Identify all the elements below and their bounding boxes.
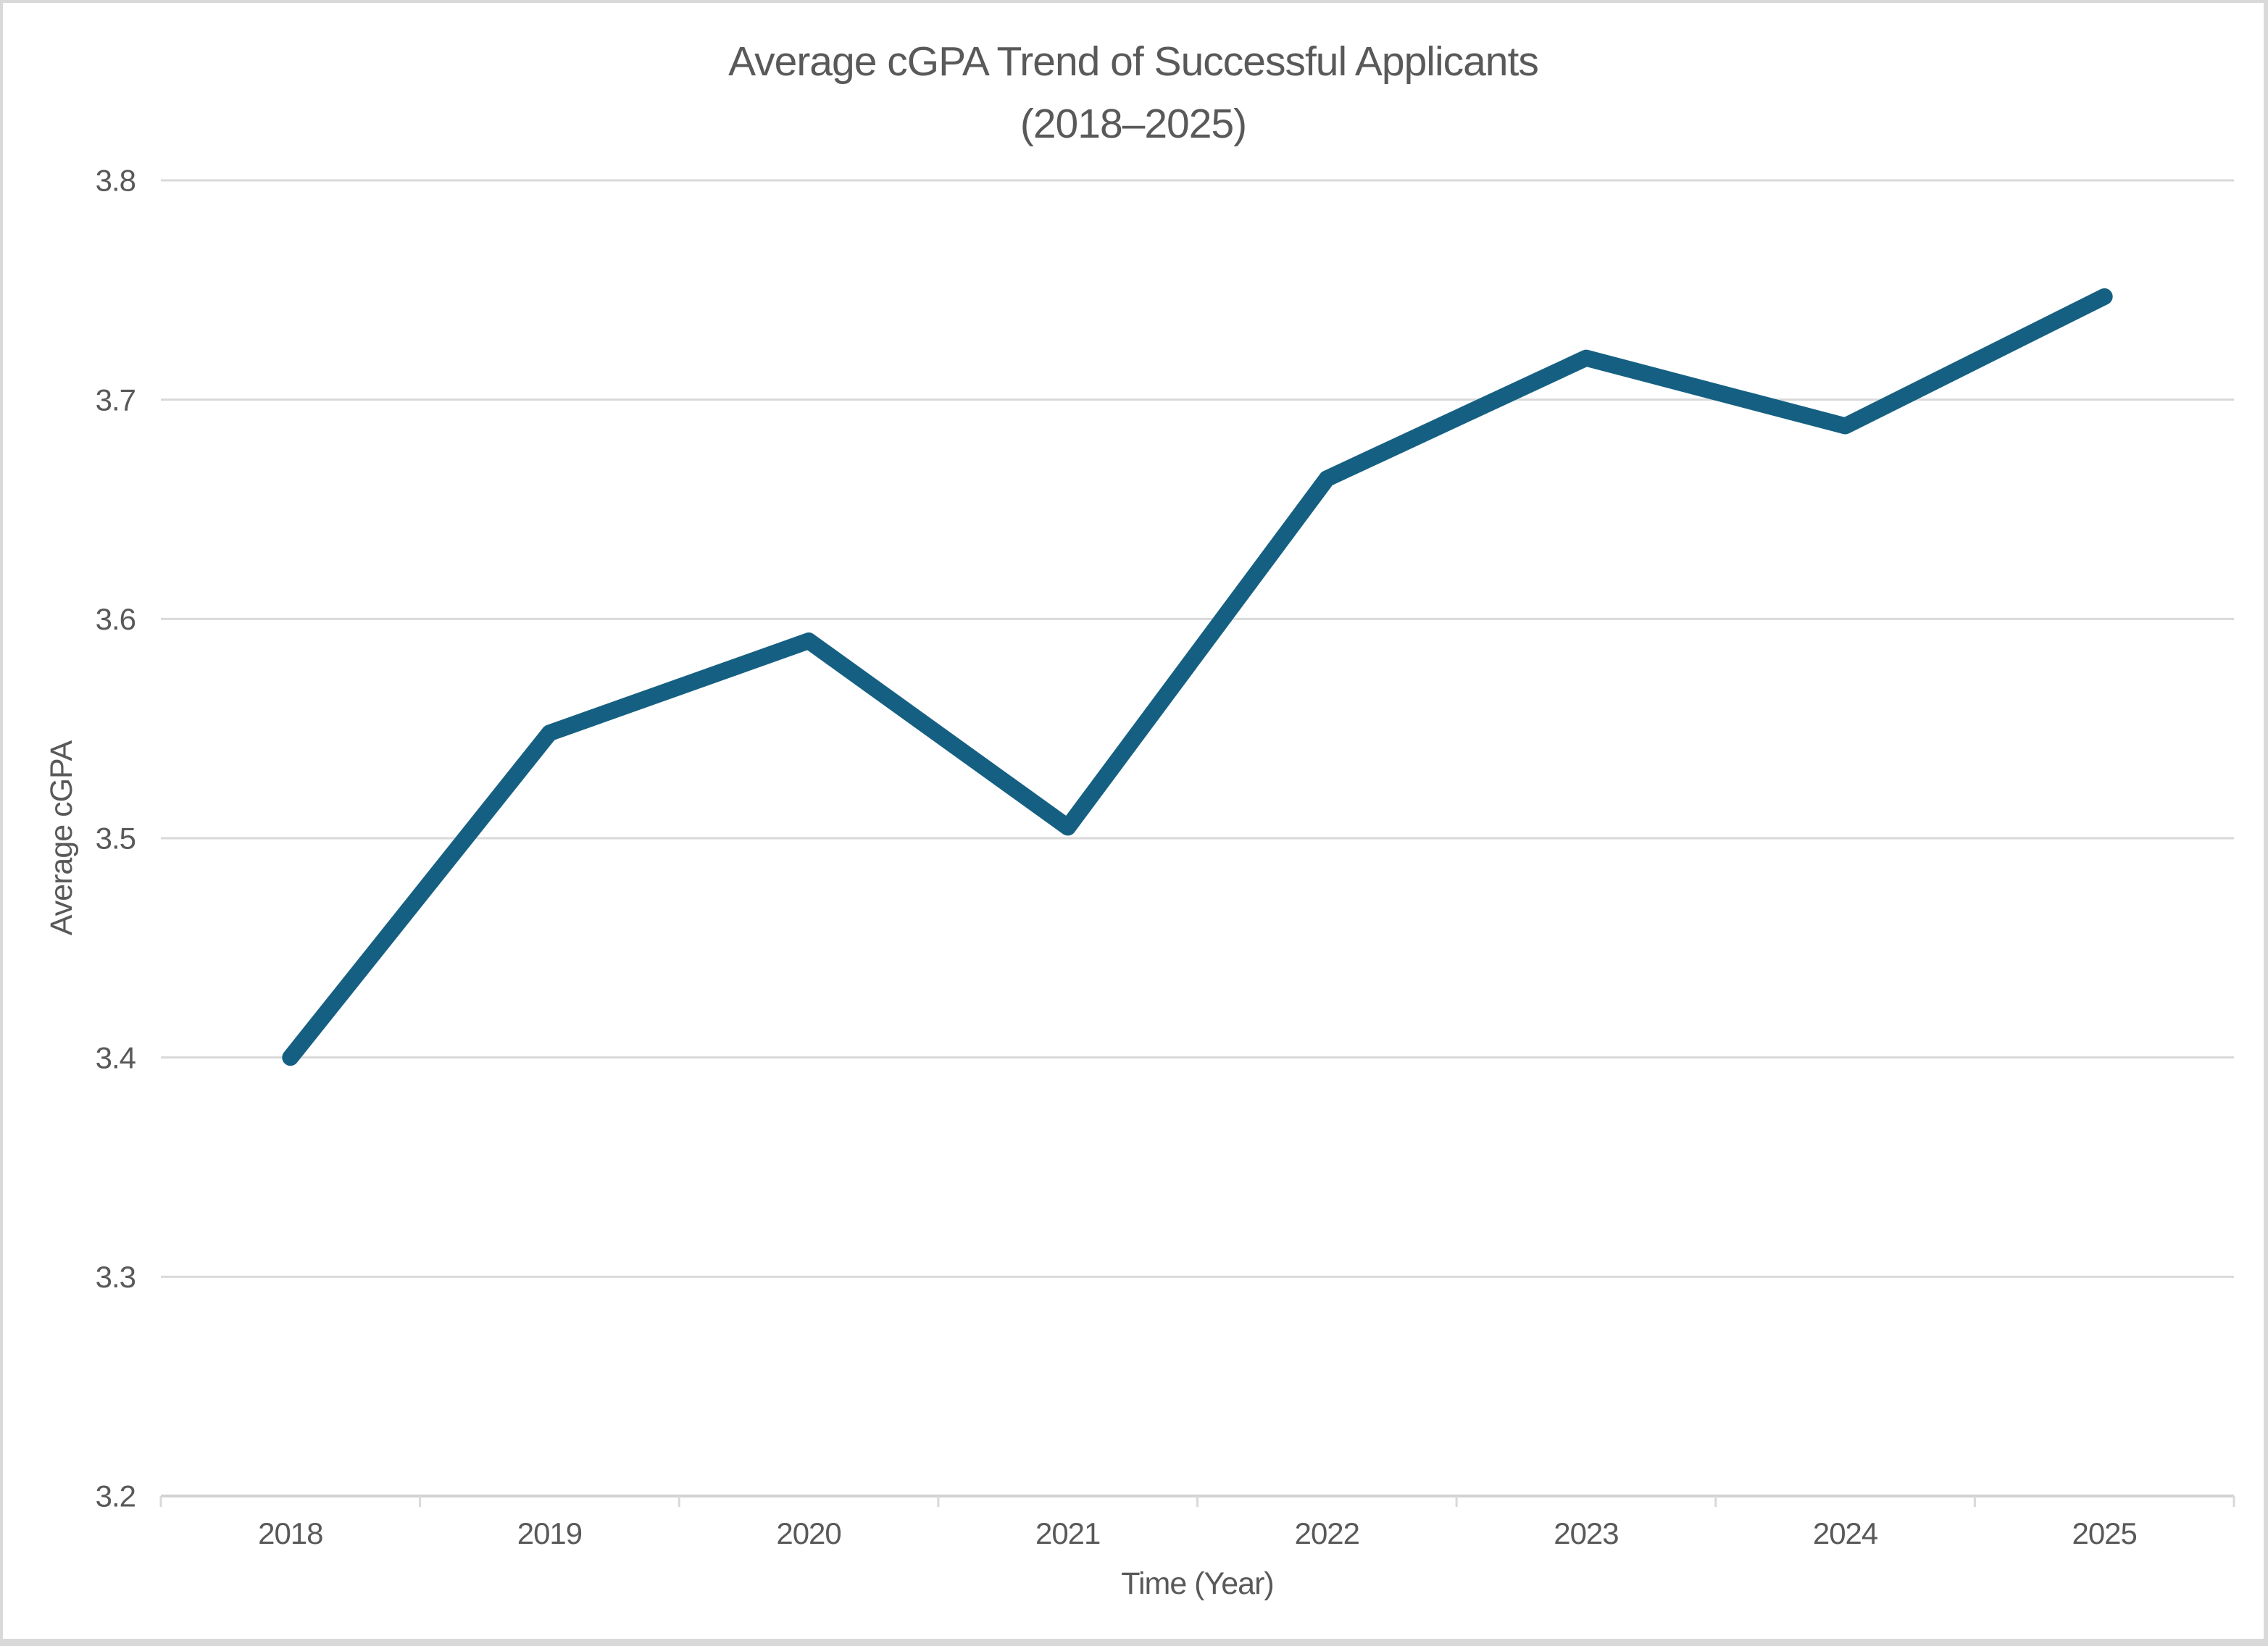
x-tick-label: 2023 bbox=[1554, 1516, 1618, 1550]
x-tick-label: 2021 bbox=[1035, 1516, 1100, 1550]
x-tick-label: 2025 bbox=[2072, 1516, 2136, 1550]
y-tick-label: 3.7 bbox=[96, 383, 136, 417]
chart-canvas: Average cGPA Trend of Successful Applica… bbox=[3, 3, 2264, 1639]
x-tick-label: 2020 bbox=[776, 1516, 841, 1550]
y-tick-label: 3.5 bbox=[96, 822, 136, 856]
y-tick-label: 3.6 bbox=[96, 602, 136, 636]
x-tick-label: 2024 bbox=[1813, 1516, 1878, 1550]
y-tick-label: 3.2 bbox=[96, 1479, 136, 1513]
chart-subtitle: (2018–2025) bbox=[1020, 101, 1247, 147]
y-tick-label: 3.3 bbox=[96, 1260, 136, 1294]
y-tick-label: 3.8 bbox=[96, 164, 136, 198]
y-axis-title: Average cGPA bbox=[44, 740, 79, 935]
x-axis-title: Time (Year) bbox=[1121, 1566, 1273, 1601]
x-tick-label: 2019 bbox=[517, 1516, 582, 1550]
x-tick-label: 2022 bbox=[1295, 1516, 1359, 1550]
y-tick-label: 3.4 bbox=[96, 1040, 136, 1074]
x-tick-label: 2018 bbox=[258, 1516, 322, 1550]
chart-title: Average cGPA Trend of Successful Applica… bbox=[728, 38, 1539, 85]
data-line-series bbox=[282, 288, 2113, 1066]
line-chart: 3.2 3.3 3.4 3.5 3.6 3.7 3.8 2018 2019 2020 2021 202… bbox=[44, 164, 2235, 1601]
chart-title-block: Average cGPA Trend of Successful Applica… bbox=[3, 30, 2264, 155]
